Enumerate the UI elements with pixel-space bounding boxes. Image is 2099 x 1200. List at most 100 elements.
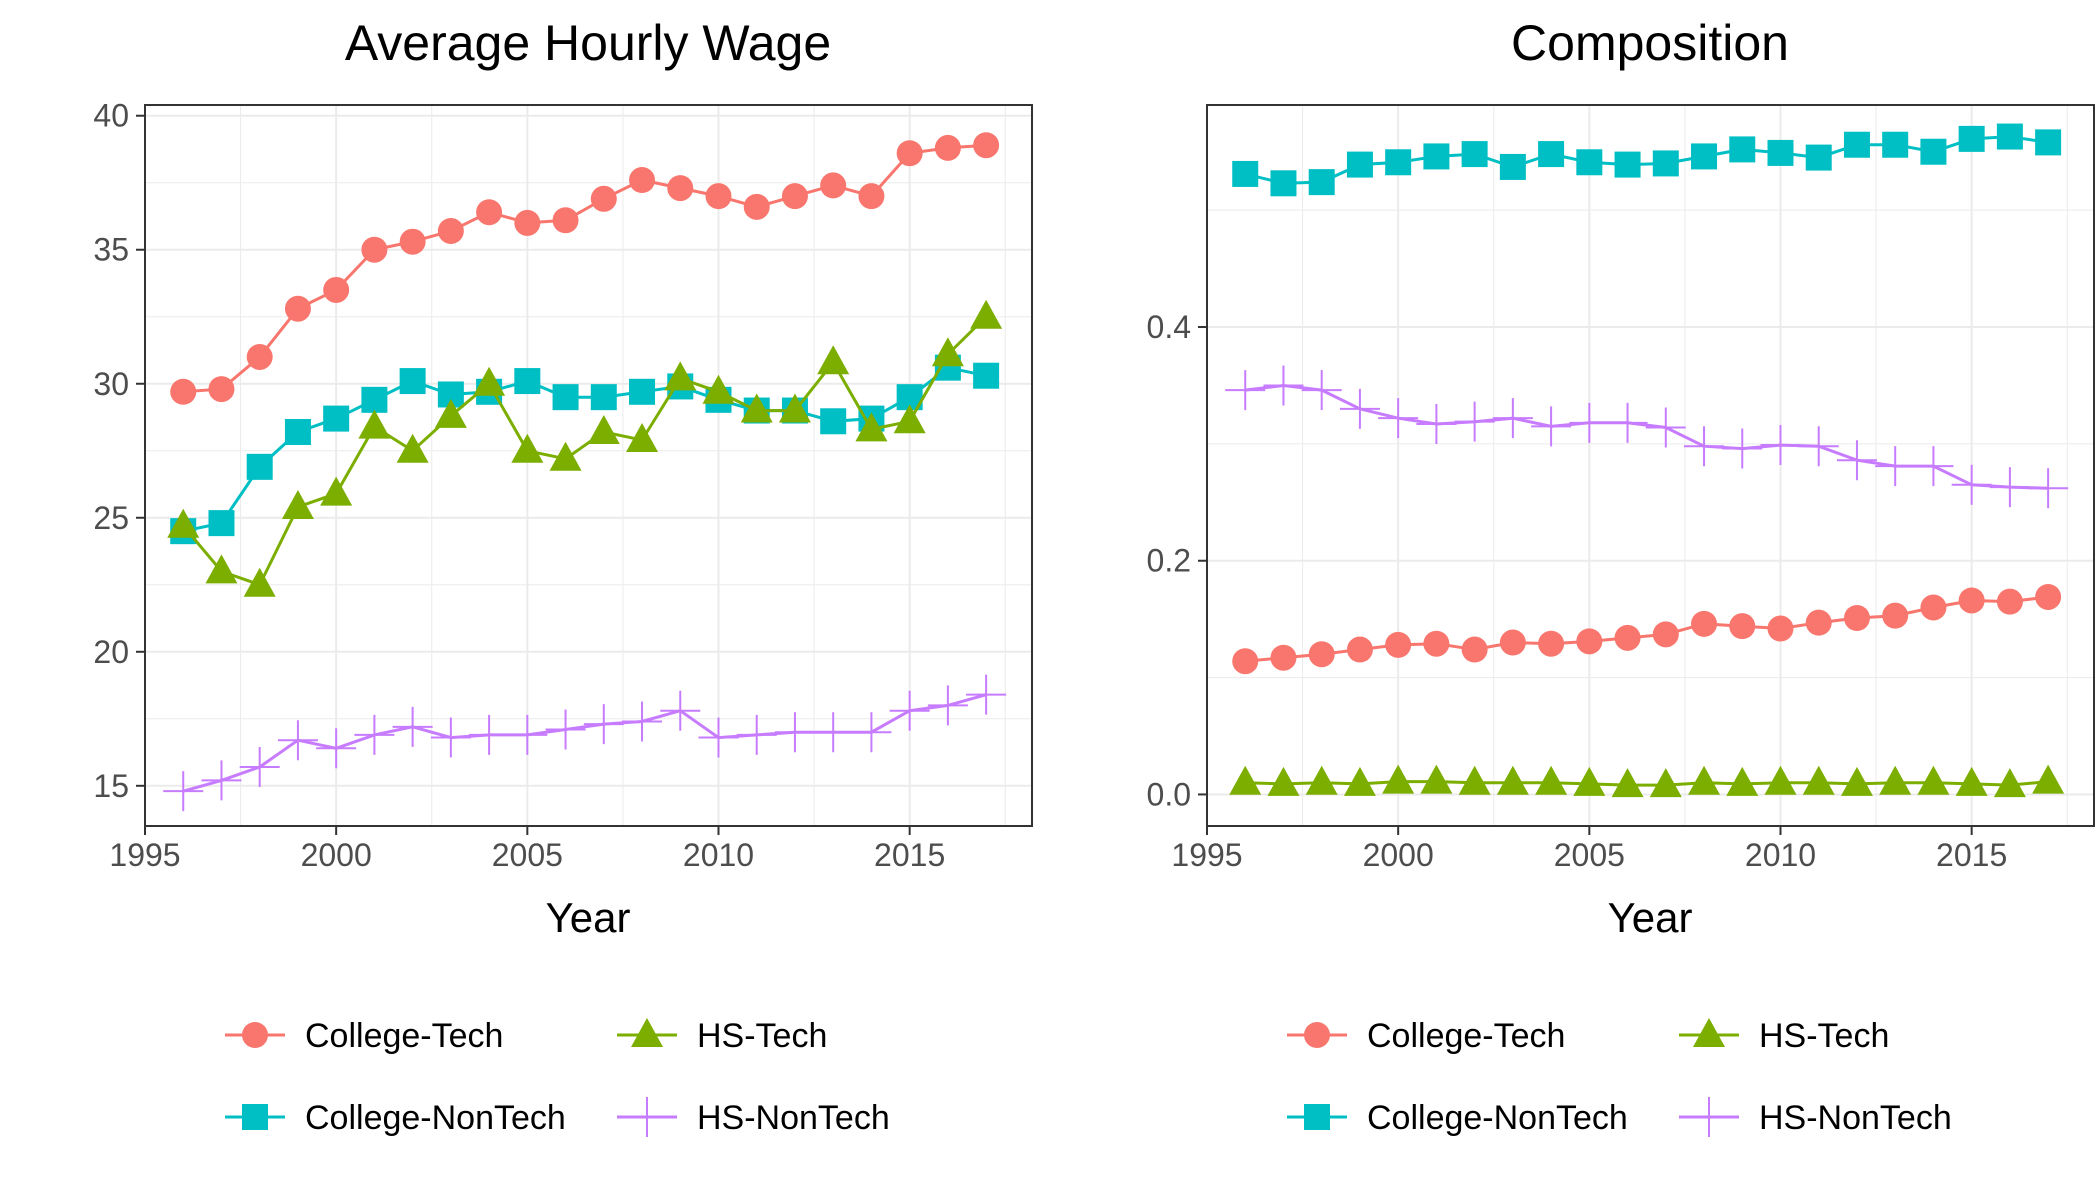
data-point xyxy=(1382,764,1415,794)
data-point xyxy=(1576,149,1603,176)
data-point xyxy=(1423,143,1450,170)
data-point xyxy=(434,398,467,428)
data-point xyxy=(583,704,624,745)
data-point xyxy=(1461,141,1488,168)
data-point xyxy=(629,378,656,405)
data-point xyxy=(1652,150,1679,177)
data-point xyxy=(1729,613,1756,640)
series-college-tech xyxy=(170,132,1000,405)
data-point xyxy=(1802,765,1835,795)
data-point xyxy=(1882,602,1909,629)
data-point xyxy=(1652,621,1679,648)
y-tick-label: 30 xyxy=(93,366,129,402)
data-point xyxy=(1569,402,1610,443)
data-point xyxy=(1420,764,1453,794)
data-point xyxy=(973,132,1000,159)
data-point xyxy=(931,337,964,367)
data-point xyxy=(896,140,923,167)
data-point xyxy=(1496,765,1529,795)
x-tick-label: 2005 xyxy=(492,837,563,873)
legend-item: College-NonTech xyxy=(225,1099,566,1137)
data-point xyxy=(1688,765,1721,795)
data-point xyxy=(743,193,770,220)
legend-label: HS-Tech xyxy=(1759,1017,1889,1055)
data-point xyxy=(2032,764,2065,794)
y-tick-label: 20 xyxy=(93,634,129,670)
data-point xyxy=(893,404,926,434)
data-point xyxy=(323,276,350,303)
data-point xyxy=(1378,398,1419,439)
data-point xyxy=(1538,630,1565,657)
data-point xyxy=(1614,151,1641,178)
data-point xyxy=(778,393,811,423)
data-point xyxy=(1691,610,1718,637)
y-tick-label: 0.4 xyxy=(1147,309,1191,345)
data-point xyxy=(1461,636,1488,663)
series-line xyxy=(1244,135,2049,185)
data-point xyxy=(552,384,579,411)
data-point xyxy=(1840,766,1873,796)
data-point xyxy=(552,207,579,234)
data-point xyxy=(208,510,235,537)
series-hs-tech xyxy=(1229,764,2065,798)
chart-title: Average Hourly Wage xyxy=(345,15,831,71)
data-point xyxy=(1882,131,1909,158)
data-point xyxy=(243,567,276,597)
data-point xyxy=(1684,426,1725,467)
legend-label: HS-NonTech xyxy=(697,1099,890,1137)
data-point xyxy=(817,345,850,375)
data-point xyxy=(358,409,391,439)
wage-panel: Average Hourly Wage 1995 2000 2005 2010 2015… xyxy=(93,15,1033,1137)
data-point xyxy=(629,167,656,194)
data-point xyxy=(1767,615,1794,642)
data-point xyxy=(208,376,235,403)
data-point xyxy=(1499,153,1526,180)
data-point xyxy=(545,709,586,750)
data-point xyxy=(1649,768,1682,798)
data-point xyxy=(889,690,930,731)
data-point xyxy=(1805,609,1832,636)
data-point xyxy=(284,418,311,445)
legend-label: College-NonTech xyxy=(305,1099,566,1137)
legend-key-marker xyxy=(1693,1018,1725,1047)
x-axis-label: Year xyxy=(546,894,631,941)
data-point xyxy=(927,685,968,726)
composition-panel: Composition 1995 2000 2005 2010 2015 0.0 0.2 0.… xyxy=(1147,15,2095,1137)
legend-item: College-NonTech xyxy=(1287,1099,1628,1137)
data-point xyxy=(1843,604,1870,631)
data-point xyxy=(667,175,694,202)
data-point xyxy=(1538,141,1565,168)
legend-key-marker xyxy=(627,1097,667,1137)
data-point xyxy=(774,712,815,753)
data-point xyxy=(1996,123,2023,150)
data-point xyxy=(1458,765,1491,795)
legend-label: College-Tech xyxy=(305,1017,503,1055)
data-point xyxy=(1573,766,1606,796)
y-tick-label: 0.0 xyxy=(1147,776,1191,812)
data-point xyxy=(1645,407,1686,448)
data-point xyxy=(246,343,273,370)
x-tick-label: 1995 xyxy=(1171,837,1242,873)
legend: College-Tech HS-Tech College-NonTech HS-Non… xyxy=(1287,1017,1952,1137)
data-point xyxy=(590,185,617,212)
data-point xyxy=(1343,766,1376,796)
x-tick-label: 2000 xyxy=(1363,837,1434,873)
data-point xyxy=(1385,631,1412,658)
data-point xyxy=(1958,125,1985,152)
data-point xyxy=(1993,768,2026,798)
data-point xyxy=(205,554,238,584)
data-point xyxy=(1267,766,1300,796)
y-tick-label: 35 xyxy=(93,232,129,268)
data-point xyxy=(1764,765,1797,795)
legend-item: HS-NonTech xyxy=(1679,1097,1952,1137)
data-point xyxy=(284,295,311,322)
data-point xyxy=(660,690,701,731)
data-point xyxy=(167,508,200,538)
data-point xyxy=(1760,425,1801,466)
data-point xyxy=(1726,766,1759,796)
legend-label: College-Tech xyxy=(1367,1017,1565,1055)
data-point xyxy=(469,714,510,755)
data-point xyxy=(1691,143,1718,170)
data-point xyxy=(1955,766,1988,796)
series-hs-tech xyxy=(167,299,1003,597)
